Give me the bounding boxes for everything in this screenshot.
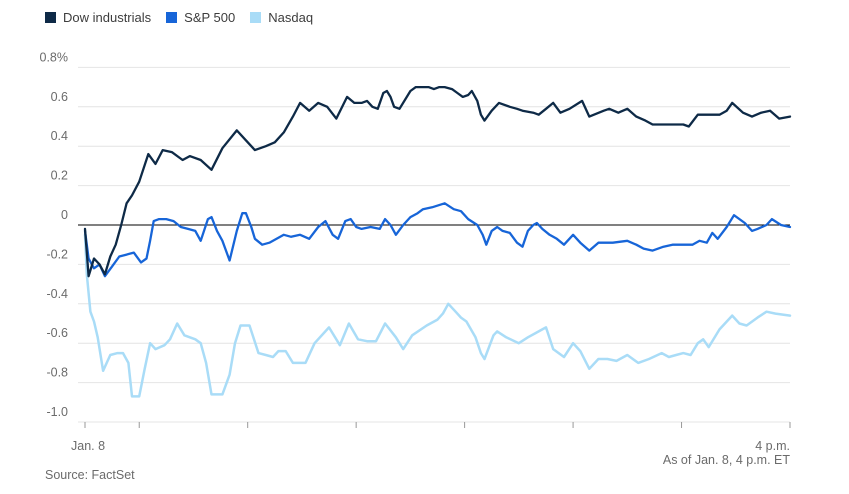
- y-axis-tick-label: -0.6: [46, 326, 68, 340]
- source-note: Source: FactSet: [45, 468, 135, 482]
- nasdaq-line: [83, 233, 792, 398]
- y-axis-tick-label: 0.2: [51, 169, 68, 183]
- legend-swatch-nasdaq-icon: [250, 12, 262, 23]
- legend-label-sp500: S&P 500: [184, 10, 236, 25]
- dow-line: [83, 85, 792, 278]
- y-axis-tick-label: -0.2: [46, 247, 68, 261]
- legend-label-dow: Dow industrials: [63, 10, 152, 25]
- chart-legend: Dow industrials S&P 500 Nasdaq: [45, 11, 313, 24]
- legend-swatch-sp500-icon: [166, 12, 178, 23]
- y-axis-tick-label: 0.6: [51, 90, 68, 104]
- y-axis-tick-label: -0.8: [46, 366, 68, 380]
- legend-item-dow: Dow industrials: [45, 11, 151, 24]
- y-axis-tick-label: -1.0: [46, 405, 68, 419]
- x-axis-start-label: Jan. 8: [71, 439, 105, 453]
- legend-label-nasdaq: Nasdaq: [268, 10, 314, 25]
- y-axis-tick-label: 0.8%: [40, 50, 69, 64]
- intraday-index-line-chart: 0.8% 0.6 0.4 0.2 0 -0.2 -0.4 -0.6 -0.8 -1.0 Jan. 8…: [40, 50, 792, 453]
- legend-item-nasdaq: Nasdaq: [250, 11, 313, 24]
- y-axis-tick-label: 0: [61, 208, 68, 222]
- y-axis-tick-label: 0.4: [51, 129, 68, 143]
- legend-item-sp500: S&P 500: [166, 11, 235, 24]
- y-axis-tick-label: -0.4: [46, 287, 68, 301]
- as-of-note: As of Jan. 8, 4 p.m. ET: [662, 453, 790, 467]
- x-axis-end-label: 4 p.m.: [755, 439, 790, 453]
- sp500-line: [83, 202, 792, 278]
- legend-swatch-dow-icon: [45, 12, 56, 23]
